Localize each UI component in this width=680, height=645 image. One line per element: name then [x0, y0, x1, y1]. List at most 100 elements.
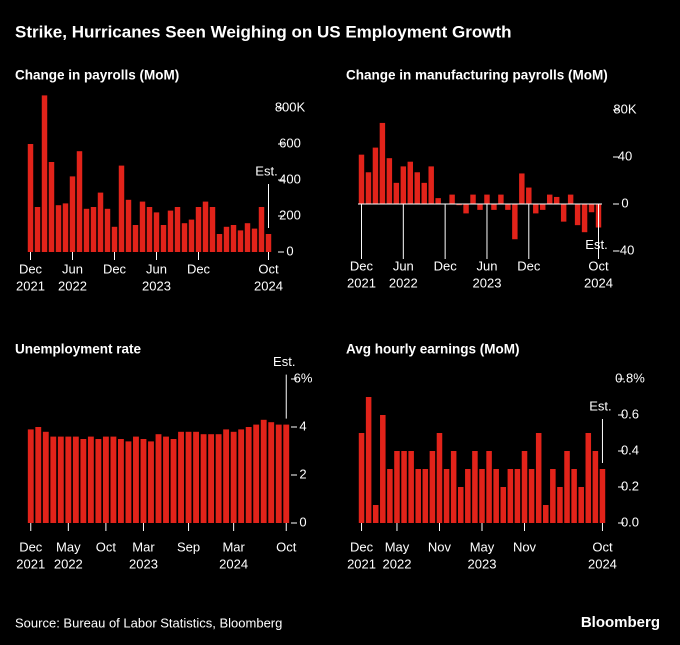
bar	[170, 439, 177, 523]
x-tick-label: Dec	[350, 539, 374, 554]
x-tick-label: Jun	[62, 261, 83, 276]
x-year-label: 2022	[389, 275, 418, 290]
x-tick-label: Oct	[588, 258, 609, 273]
bar	[27, 144, 34, 252]
bar	[72, 436, 79, 523]
x-tick-label: May	[385, 539, 410, 554]
bar	[110, 436, 117, 523]
bar	[486, 451, 492, 523]
x-year-label: 2022	[383, 556, 412, 571]
bar	[557, 487, 563, 523]
x-tick-label: Nov	[513, 539, 537, 554]
y-tick-label: 2	[299, 466, 306, 481]
bar	[223, 429, 230, 523]
bar	[436, 433, 443, 523]
bar	[564, 451, 570, 523]
x-tick-label: Oct	[258, 261, 279, 276]
bar	[533, 204, 539, 214]
bar	[408, 451, 414, 523]
bar	[380, 415, 386, 523]
annotation: Est.	[585, 237, 607, 252]
bar	[62, 203, 69, 252]
bar	[97, 192, 104, 252]
y-tick-label: 0	[286, 243, 293, 258]
x-year-label: 2021	[347, 556, 376, 571]
bar	[599, 469, 606, 523]
bar	[265, 234, 272, 252]
bar	[358, 433, 365, 523]
bar	[393, 182, 400, 204]
x-tick-label: Dec	[103, 261, 127, 276]
bar	[463, 204, 469, 214]
bar	[181, 223, 188, 252]
bar	[401, 451, 407, 523]
bar	[133, 436, 139, 523]
bar	[414, 172, 420, 204]
y-tick-label: 4	[299, 418, 306, 433]
bar	[244, 223, 251, 252]
bar	[208, 434, 215, 523]
x-tick-label: Dec	[187, 261, 211, 276]
bar	[216, 234, 223, 252]
bar	[535, 433, 542, 523]
bar	[35, 427, 42, 523]
bar	[581, 204, 588, 233]
bar	[148, 441, 154, 523]
annotation: Est.	[589, 398, 611, 413]
bar	[178, 431, 184, 523]
bar	[188, 219, 195, 252]
bar	[34, 207, 41, 252]
bar	[540, 204, 546, 210]
bar	[87, 436, 94, 523]
bar	[479, 469, 485, 523]
bar	[512, 204, 518, 240]
bar	[111, 226, 118, 252]
bar	[585, 433, 592, 523]
bar	[146, 207, 153, 252]
bar	[571, 469, 577, 523]
x-tick-label: Jun	[476, 258, 497, 273]
bar	[514, 469, 521, 523]
x-tick-label: Dec	[517, 258, 541, 273]
bar	[237, 230, 244, 252]
bar	[69, 176, 76, 252]
bar	[132, 225, 139, 252]
bar	[253, 424, 260, 523]
bar	[185, 431, 192, 523]
x-tick-label: Oct	[592, 539, 613, 554]
bar	[507, 469, 514, 523]
bar	[153, 212, 160, 252]
bar	[484, 194, 490, 204]
bar	[450, 451, 457, 523]
bar	[500, 487, 507, 523]
y-tick-label: 0.4	[621, 442, 639, 457]
bar	[457, 487, 464, 523]
bar	[55, 205, 62, 252]
x-year-label: 2021	[347, 275, 376, 290]
x-tick-label: Dec	[350, 258, 374, 273]
source: Source: Bureau of Labor Statistics, Bloo…	[15, 615, 282, 630]
bar	[223, 226, 230, 252]
y-tick-label: 0.6	[621, 406, 639, 421]
bar	[125, 199, 132, 252]
bar	[578, 487, 584, 523]
bar	[543, 505, 549, 523]
bar	[238, 429, 245, 523]
bar	[209, 207, 216, 252]
x-tick-label: Nov	[428, 539, 452, 554]
annotation: Est.	[255, 163, 277, 178]
bar	[27, 429, 34, 523]
bar	[407, 161, 414, 204]
x-year-label: 2024	[588, 556, 617, 571]
bar	[400, 166, 407, 204]
x-tick-label: Jun	[393, 258, 414, 273]
bar	[230, 431, 237, 523]
bar	[48, 162, 55, 252]
x-year-label: 2024	[254, 278, 283, 293]
x-tick-label: Sep	[177, 539, 200, 554]
bar	[588, 204, 595, 213]
bar	[125, 441, 132, 523]
panel-title: Unemployment rate	[15, 342, 142, 357]
bar	[465, 469, 471, 523]
